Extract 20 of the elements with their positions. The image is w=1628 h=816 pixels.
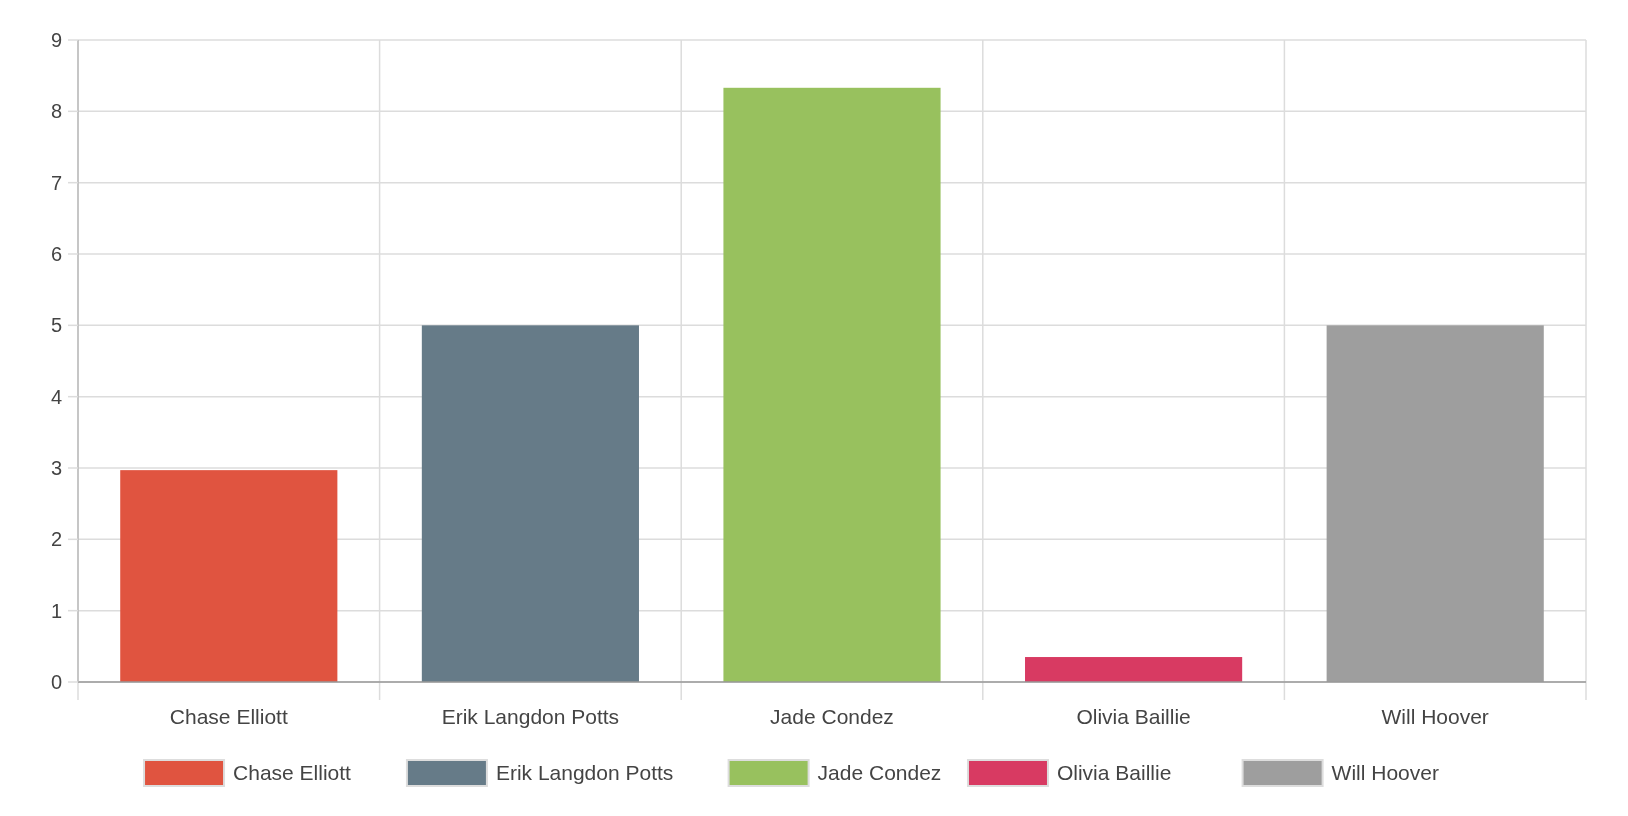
legend-label: Chase Elliott — [233, 761, 352, 785]
x-tick-label: Will Hoover — [1381, 705, 1489, 728]
y-tick-label: 8 — [50, 100, 62, 123]
legend-label: Will Hoover — [1331, 761, 1439, 785]
legend-label: Jade Condez — [817, 761, 942, 785]
legend-label: Erik Langdon Potts — [495, 761, 674, 785]
x-tick-label: Olivia Baillie — [1076, 705, 1191, 728]
y-tick-label: 3 — [50, 457, 62, 479]
y-tick-label: 7 — [50, 171, 62, 194]
x-tick-label: Erik Langdon Potts — [441, 705, 620, 728]
x-tick-label: Chase Elliott — [169, 705, 288, 728]
y-tick-label: 2 — [50, 528, 62, 551]
y-tick-label: 9 — [50, 29, 62, 51]
y-tick-label: 5 — [50, 314, 62, 337]
y-tick-label: 4 — [50, 385, 62, 408]
y-tick-label: 0 — [50, 671, 62, 693]
legend-label: Olivia Baillie — [1056, 761, 1172, 785]
y-tick-label: 6 — [50, 243, 62, 265]
x-tick-label: Jade Condez — [770, 705, 894, 728]
y-tick-label: 1 — [50, 599, 62, 622]
